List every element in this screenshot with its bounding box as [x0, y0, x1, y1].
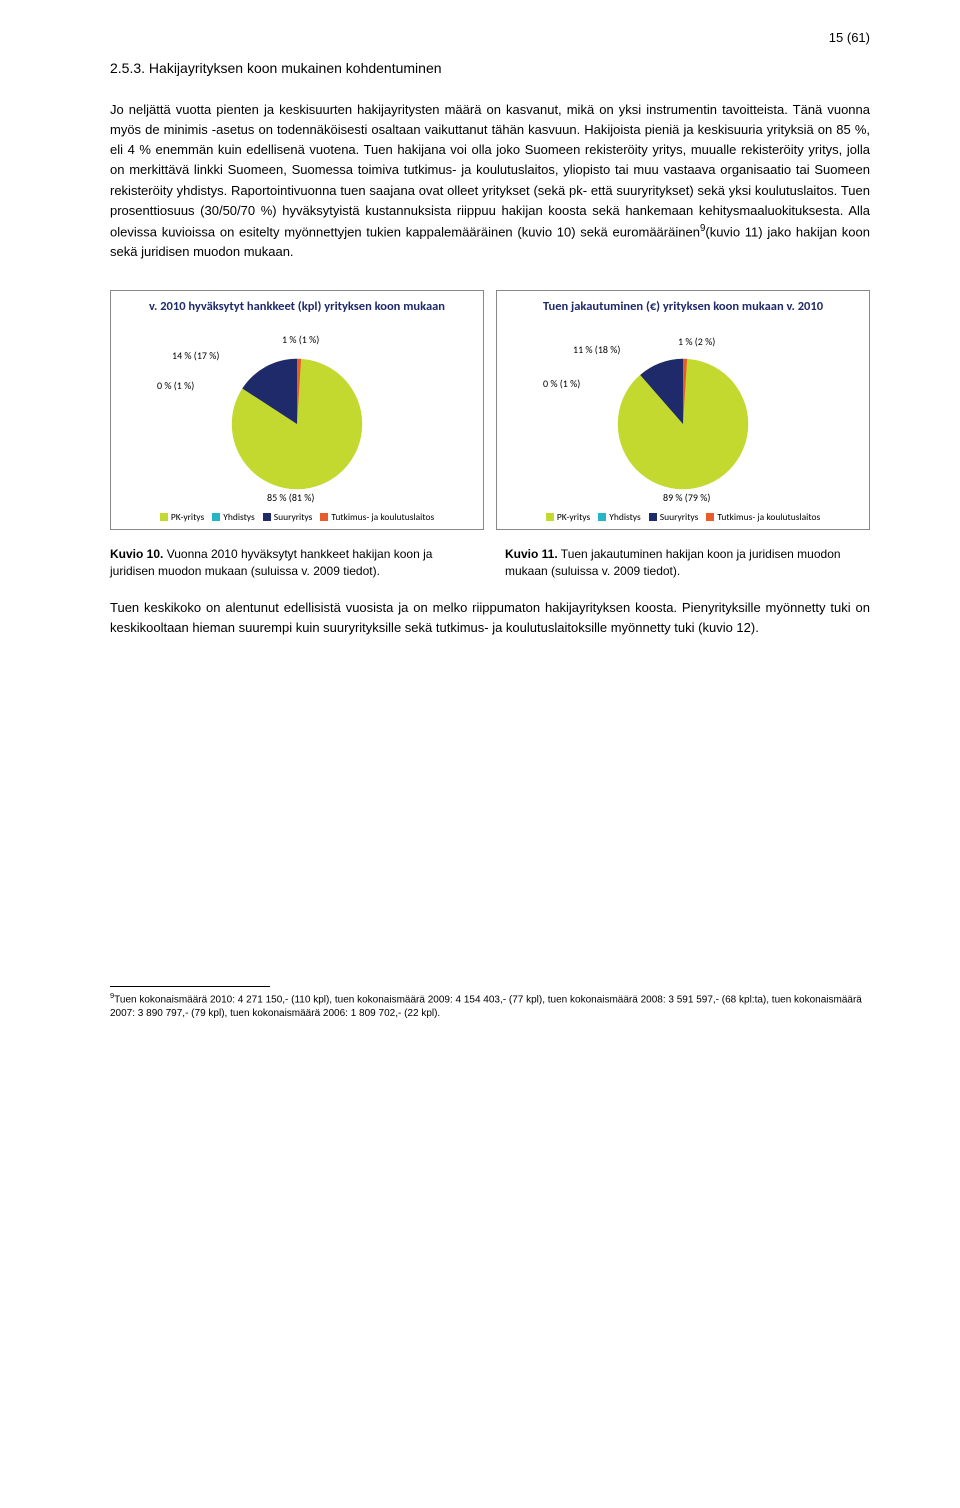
- pie-chart-right: [611, 351, 756, 496]
- legend-label: Yhdistys: [223, 511, 255, 523]
- swatch-suur: [649, 513, 657, 521]
- chart-left-legend: PK-yritys Yhdistys Suuryritys Tutkimus- …: [117, 511, 477, 523]
- chart-right-title: Tuen jakautuminen (€) yrityksen koon muk…: [503, 299, 863, 315]
- legend-item: Tutkimus- ja koulutuslaitos: [320, 511, 434, 523]
- label-right-c: 0 % (1 %): [543, 377, 580, 390]
- footnote-text: Tuen kokonaismäärä 2010: 4 271 150,- (11…: [110, 994, 862, 1019]
- chart-left: v. 2010 hyväksytyt hankkeet (kpl) yrityk…: [110, 290, 484, 530]
- swatch-suur: [263, 513, 271, 521]
- caption-right: Kuvio 11. Tuen jakautuminen hakijan koon…: [505, 546, 870, 580]
- caption-left: Kuvio 10. Vuonna 2010 hyväksytyt hankkee…: [110, 546, 475, 580]
- chart-right-legend: PK-yritys Yhdistys Suuryritys Tutkimus- …: [503, 511, 863, 523]
- legend-label: Tutkimus- ja koulutuslaitos: [717, 511, 820, 523]
- swatch-tutk: [706, 513, 714, 521]
- label-left-a: 14 % (17 %): [172, 349, 219, 362]
- swatch-tutk: [320, 513, 328, 521]
- label-left-b: 1 % (1 %): [282, 333, 319, 346]
- footnote-rule: [110, 986, 270, 987]
- chart-left-pie-wrap: 14 % (17 %) 1 % (1 %) 0 % (1 %) 85 % (81…: [117, 319, 477, 509]
- swatch-pk: [546, 513, 554, 521]
- swatch-yhd: [598, 513, 606, 521]
- legend-label: PK-yritys: [171, 511, 204, 523]
- label-right-a: 11 % (18 %): [573, 343, 620, 356]
- pie-chart-left: [225, 351, 370, 496]
- captions-row: Kuvio 10. Vuonna 2010 hyväksytyt hankkee…: [110, 546, 870, 580]
- label-right-d: 89 % (79 %): [663, 491, 710, 504]
- legend-item: Suuryritys: [649, 511, 699, 523]
- page-number: 15 (61): [829, 30, 870, 45]
- legend-label: Tutkimus- ja koulutuslaitos: [331, 511, 434, 523]
- legend-item: Suuryritys: [263, 511, 313, 523]
- caption-left-bold: Kuvio 10.: [110, 547, 163, 561]
- paragraph-1-main: Jo neljättä vuotta pienten ja keskisuurt…: [110, 102, 870, 239]
- label-left-d: 85 % (81 %): [267, 491, 314, 504]
- legend-label: Suuryritys: [274, 511, 313, 523]
- label-left-c: 0 % (1 %): [157, 379, 194, 392]
- legend-label: Yhdistys: [609, 511, 641, 523]
- legend-item: PK-yritys: [546, 511, 590, 523]
- charts-row: v. 2010 hyväksytyt hankkeet (kpl) yrityk…: [110, 290, 870, 530]
- section-heading: 2.5.3. Hakijayrityksen koon mukainen koh…: [110, 60, 870, 76]
- swatch-yhd: [212, 513, 220, 521]
- footnote-9: 9Tuen kokonaismäärä 2010: 4 271 150,- (1…: [110, 991, 870, 1020]
- legend-label: PK-yritys: [557, 511, 590, 523]
- legend-item: Yhdistys: [598, 511, 641, 523]
- chart-right: Tuen jakautuminen (€) yrityksen koon muk…: [496, 290, 870, 530]
- label-right-b: 1 % (2 %): [678, 335, 715, 348]
- legend-item: Yhdistys: [212, 511, 255, 523]
- chart-right-pie-wrap: 11 % (18 %) 1 % (2 %) 0 % (1 %) 89 % (79…: [503, 319, 863, 509]
- swatch-pk: [160, 513, 168, 521]
- caption-right-bold: Kuvio 11.: [505, 547, 558, 561]
- legend-item: Tutkimus- ja koulutuslaitos: [706, 511, 820, 523]
- paragraph-1: Jo neljättä vuotta pienten ja keskisuurt…: [110, 100, 870, 262]
- chart-left-title: v. 2010 hyväksytyt hankkeet (kpl) yrityk…: [117, 299, 477, 315]
- paragraph-2: Tuen keskikoko on alentunut edellisistä …: [110, 598, 870, 638]
- legend-label: Suuryritys: [660, 511, 699, 523]
- legend-item: PK-yritys: [160, 511, 204, 523]
